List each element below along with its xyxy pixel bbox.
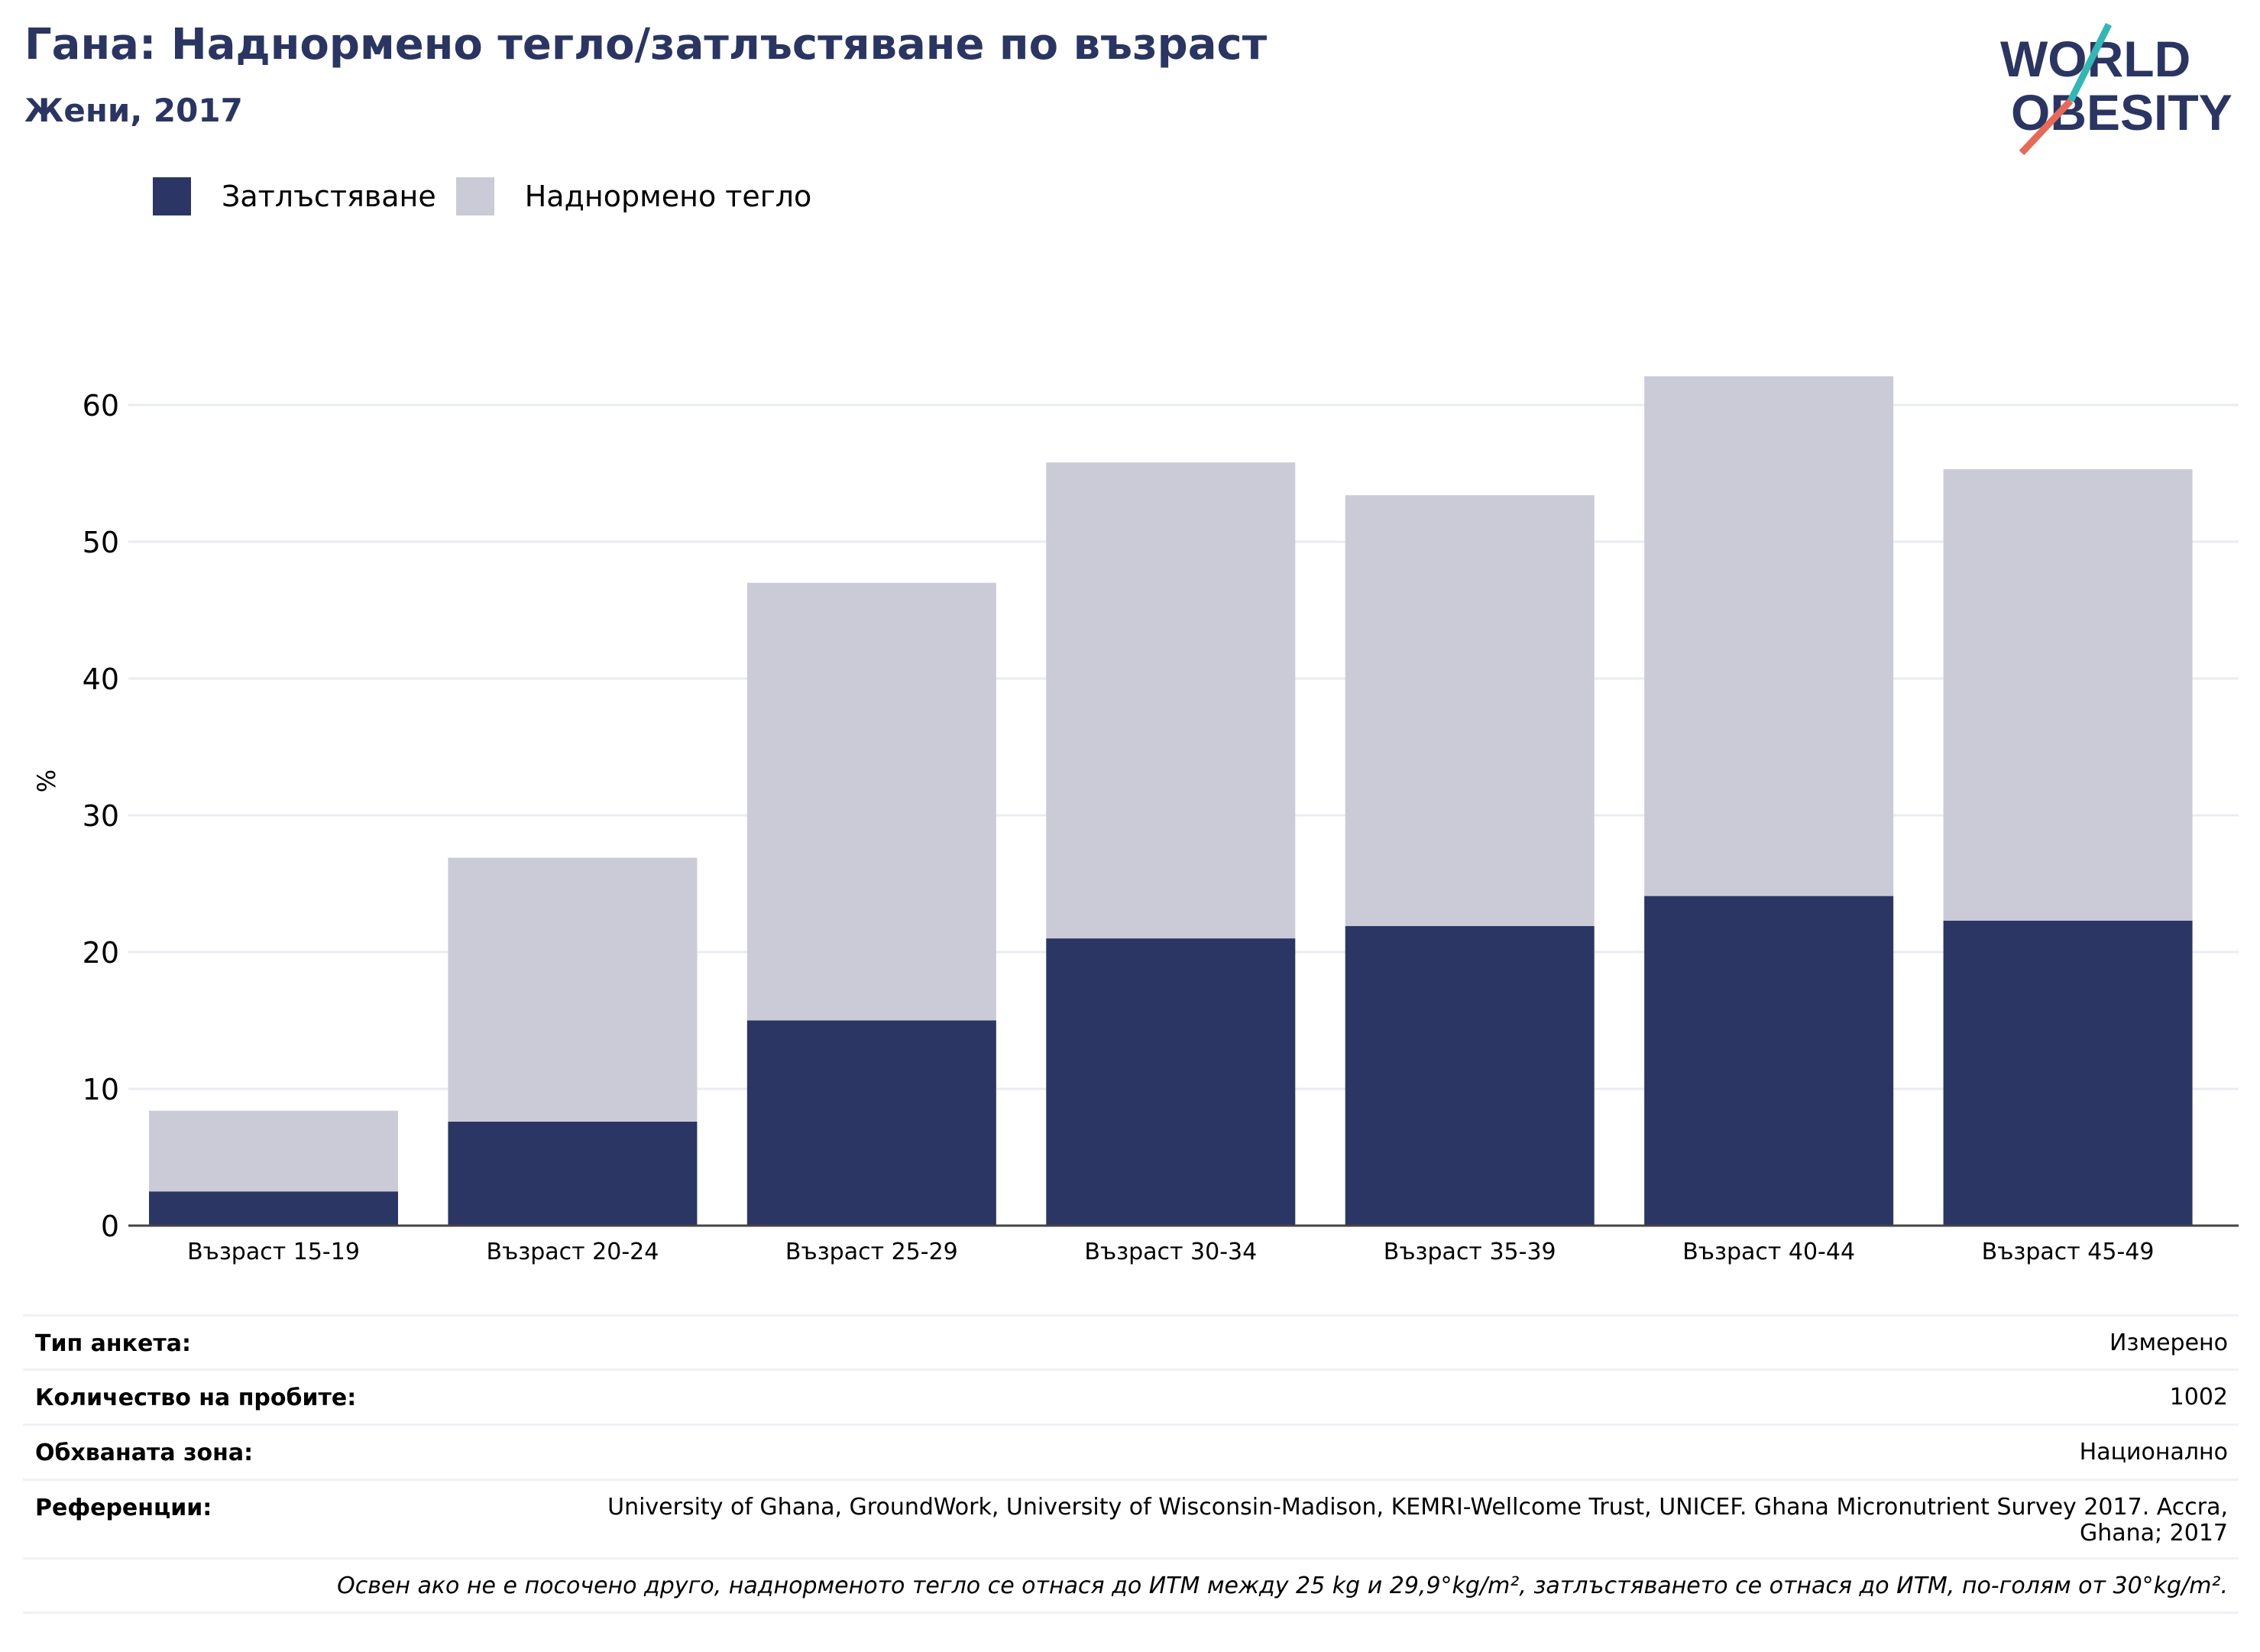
legend-swatch-overweight bbox=[455, 177, 494, 215]
chart-legend: Затлъстяване Наднормено тегло bbox=[153, 177, 831, 215]
y-axis-label: % bbox=[32, 769, 61, 792]
y-tick-label: 50 bbox=[83, 526, 119, 559]
bar-overweight bbox=[1046, 462, 1296, 939]
page-subtitle: Жени, 2017 bbox=[24, 92, 243, 129]
info-row-area: Обхваната зона: Национално bbox=[23, 1426, 2239, 1481]
stacked-bar-chart: 0 10 20 30 40 50 60% Възраст 15-19 Възраст 20-24… bbox=[32, 376, 2239, 1265]
y-tick-label: 10 bbox=[83, 1073, 119, 1106]
y-tick-label: 30 bbox=[83, 799, 119, 833]
bar-obesity bbox=[746, 1020, 996, 1226]
references-line-2: Ghana; 2017 bbox=[2079, 1520, 2228, 1547]
area-label: Обхваната зона: bbox=[35, 1440, 254, 1466]
x-tick-label: Възраст 45-49 bbox=[1982, 1239, 2155, 1265]
bar-overweight bbox=[746, 582, 996, 1021]
references-label: Референции: bbox=[35, 1495, 212, 1521]
bar-obesity bbox=[149, 1191, 398, 1226]
info-row-references: Референции: University of Ghana, GroundW… bbox=[23, 1481, 2239, 1560]
references-value: University of Ghana, GroundWork, Univers… bbox=[607, 1495, 2228, 1547]
x-tick-label: Възраст 35-39 bbox=[1384, 1239, 1556, 1265]
page-title: Гана: Наднормено тегло/затлъстяване по в… bbox=[24, 20, 1268, 70]
bar-obesity bbox=[1943, 920, 2193, 1226]
info-row-sample-size: Количество на пробите: 1002 bbox=[23, 1371, 2239, 1426]
x-tick-label: Възраст 40-44 bbox=[1682, 1239, 1855, 1265]
bar-overweight bbox=[1345, 495, 1595, 926]
world-obesity-logo: WORLD OBESITY bbox=[2000, 23, 2232, 156]
y-tick-label: 40 bbox=[83, 662, 119, 696]
bar-overweight bbox=[149, 1110, 398, 1192]
y-tick-label: 20 bbox=[83, 936, 119, 970]
legend-label-overweight: Наднормено тегло bbox=[524, 180, 812, 213]
y-tick-label: 60 bbox=[83, 389, 119, 423]
bar-overweight bbox=[1644, 376, 1894, 896]
x-tick-label: Възраст 30-34 bbox=[1084, 1239, 1257, 1265]
survey-type-label: Тип анкета: bbox=[35, 1330, 191, 1357]
sample-size-label: Количество на пробите: bbox=[35, 1385, 357, 1411]
references-line-1: University of Ghana, GroundWork, Univers… bbox=[607, 1494, 2228, 1521]
sample-size-value: 1002 bbox=[2169, 1384, 2228, 1411]
y-tick-label: 0 bbox=[101, 1210, 119, 1243]
x-tick-label: Възраст 15-19 bbox=[187, 1239, 360, 1265]
legend-label-obesity: Затлъстяване bbox=[222, 180, 436, 213]
x-tick-label: Възраст 20-24 bbox=[487, 1239, 659, 1265]
svg-text:WORLD: WORLD bbox=[2000, 31, 2190, 87]
bar-obesity bbox=[1345, 925, 1595, 1226]
info-row-survey-type: Тип анкета: Измерено bbox=[23, 1317, 2239, 1371]
svg-text:OBESITY: OBESITY bbox=[2011, 84, 2232, 141]
info-row-note: Освен ако не е посочено друго, наднормен… bbox=[23, 1560, 2239, 1614]
x-tick-label: Възраст 25-29 bbox=[785, 1239, 958, 1265]
bar-obesity bbox=[1046, 938, 1296, 1226]
bar-overweight bbox=[1943, 469, 2193, 921]
legend-swatch-obesity bbox=[153, 177, 191, 215]
survey-type-value: Измерено bbox=[2109, 1330, 2228, 1356]
bar-obesity bbox=[1644, 896, 1894, 1226]
area-value: Национално bbox=[2079, 1439, 2228, 1466]
survey-info-table: Тип анкета: Измерено Количество на проби… bbox=[23, 1314, 2239, 1614]
bar-overweight bbox=[448, 857, 698, 1122]
definition-note: Освен ако не е посочено друго, наднормен… bbox=[337, 1573, 2228, 1599]
bar-obesity bbox=[448, 1121, 698, 1226]
